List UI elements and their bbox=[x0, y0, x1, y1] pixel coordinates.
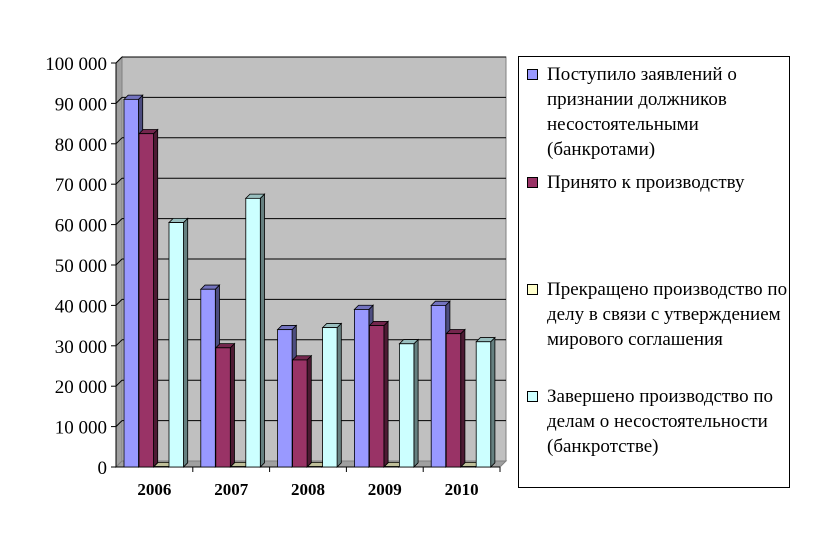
gridline-side bbox=[115, 56, 123, 64]
gridline-side bbox=[115, 379, 123, 387]
bar-side bbox=[259, 193, 265, 468]
legend-entry-2: Принято к производству bbox=[527, 170, 789, 195]
bar bbox=[398, 343, 415, 468]
bar bbox=[460, 466, 477, 468]
bar bbox=[383, 466, 400, 468]
bar bbox=[153, 466, 169, 468]
x-tick-label: 2009 bbox=[368, 480, 402, 499]
y-tick-label: 100 000 bbox=[45, 54, 107, 75]
legend-label-3: Прекращено производство по делу в связи … bbox=[547, 279, 788, 350]
y-tick-label: 30 000 bbox=[55, 337, 107, 358]
gridline-side bbox=[115, 299, 123, 306]
bar-side bbox=[336, 322, 342, 468]
bar bbox=[322, 327, 338, 468]
legend-swatch-2 bbox=[527, 177, 538, 188]
y-tick-label: 10 000 bbox=[55, 418, 107, 439]
bar bbox=[430, 304, 447, 468]
x-tick-label: 2010 bbox=[445, 480, 479, 499]
bar-side bbox=[229, 342, 235, 468]
bar-side bbox=[183, 217, 189, 468]
bar bbox=[123, 98, 139, 468]
bar-side bbox=[383, 320, 389, 468]
legend-entry-3: Прекращено производство по делу в связи … bbox=[527, 277, 789, 352]
bar bbox=[475, 341, 492, 468]
legend-swatch-4 bbox=[527, 391, 538, 402]
legend-label-2: Принято к производству bbox=[547, 172, 745, 193]
legend-swatch-3 bbox=[527, 284, 538, 295]
bar-side bbox=[413, 338, 419, 468]
y-tick-label: 20 000 bbox=[55, 377, 107, 398]
y-axis-tick-labels: 0 10 000 20 000 30 000 40 000 50 000 60 000 70 … bbox=[45, 54, 107, 479]
bar bbox=[307, 466, 323, 468]
bar-side bbox=[490, 336, 496, 468]
gridline-side bbox=[115, 420, 123, 427]
bar bbox=[230, 466, 246, 468]
gridline-side bbox=[115, 258, 123, 266]
x-tick-label: 2008 bbox=[291, 480, 325, 499]
gridline-side bbox=[115, 218, 123, 225]
legend-swatch-1 bbox=[527, 69, 538, 80]
bar bbox=[292, 359, 308, 468]
x-tick-label: 2006 bbox=[137, 480, 171, 499]
bar bbox=[138, 133, 154, 468]
y-tick-label: 40 000 bbox=[55, 296, 107, 317]
x-axis-tick-labels: 2006 2007 2008 2009 2010 bbox=[137, 480, 478, 499]
bar bbox=[200, 288, 216, 468]
y-tick-label: 0 bbox=[98, 458, 108, 479]
bar bbox=[245, 197, 261, 468]
bars bbox=[123, 94, 496, 468]
gridline-side bbox=[115, 97, 123, 104]
bar bbox=[168, 222, 184, 468]
y-tick-label: 60 000 bbox=[55, 216, 107, 237]
bar bbox=[215, 347, 231, 468]
legend-entry-4: Завершено производство по делам о несост… bbox=[527, 384, 789, 459]
bar bbox=[368, 325, 385, 468]
legend: Поступило заявлений о признании должнико… bbox=[518, 56, 790, 488]
gridline-side bbox=[115, 339, 123, 347]
bar bbox=[277, 329, 293, 468]
gridline-side bbox=[115, 137, 123, 145]
bar-side bbox=[460, 328, 466, 468]
gridline-side bbox=[115, 177, 123, 185]
y-tick-label: 50 000 bbox=[55, 256, 107, 277]
bar bbox=[353, 309, 370, 468]
bar bbox=[445, 333, 462, 468]
bar-side bbox=[306, 354, 312, 468]
bar-side bbox=[153, 128, 159, 468]
legend-entry-1: Поступило заявлений о признании должнико… bbox=[527, 62, 789, 162]
x-tick-label: 2007 bbox=[214, 480, 249, 499]
y-tick-label: 90 000 bbox=[55, 94, 107, 115]
y-tick-label: 70 000 bbox=[55, 175, 107, 196]
legend-label-4: Завершено производство по делам о несост… bbox=[547, 386, 774, 457]
y-tick-label: 80 000 bbox=[55, 135, 107, 156]
legend-label-1: Поступило заявлений о признании должнико… bbox=[547, 64, 737, 160]
